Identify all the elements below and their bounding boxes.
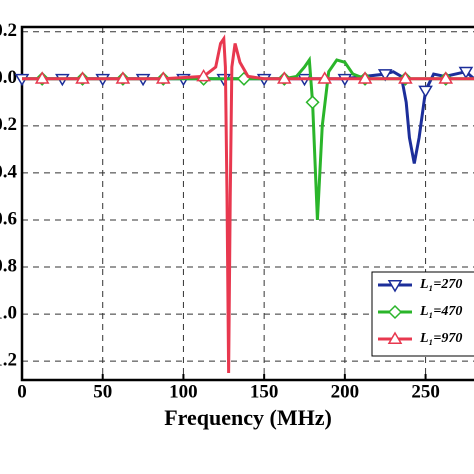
x-tick-label: 0 [17, 381, 27, 402]
y-tick-label: -0.4 [0, 161, 17, 182]
x-tick-label: 100 [169, 381, 198, 402]
plot-frame [20, 25, 474, 382]
x-tick-label: 50 [93, 381, 112, 402]
marker [458, 66, 474, 80]
marker [34, 71, 50, 84]
marker [155, 71, 171, 84]
y-tick-label: 0.0 [0, 67, 17, 88]
marker [277, 71, 292, 84]
marker [387, 304, 403, 320]
series-line [22, 70, 474, 164]
legend-label: L₁=970 [419, 331, 462, 346]
y-tick-label: -1.2 [0, 350, 17, 371]
y-tick-label: 0.2 [0, 20, 17, 41]
marker [357, 71, 373, 84]
marker [305, 95, 320, 110]
marker [438, 71, 454, 84]
marker [398, 71, 413, 84]
marker [75, 71, 90, 84]
y-tick-label: -0.2 [0, 114, 17, 135]
marker [196, 68, 211, 82]
x-tick-label: 200 [331, 381, 360, 402]
legend-label: L₁=270 [419, 277, 462, 292]
y-tick-label: -0.6 [0, 208, 17, 229]
marker [115, 71, 131, 84]
x-tick-label: 250 [411, 381, 440, 402]
legend-label: L₁=470 [419, 304, 462, 319]
marker [377, 69, 393, 82]
series-line [22, 34, 474, 373]
y-tick-label: -0.8 [0, 255, 17, 276]
marker [418, 85, 433, 99]
marker [387, 280, 403, 293]
y-tick-label: -1.0 [0, 302, 17, 323]
marker [317, 71, 332, 84]
marker [387, 331, 403, 344]
x-axis-label: Frequency (MHz) [164, 405, 332, 430]
x-tick-label: 150 [250, 381, 279, 402]
